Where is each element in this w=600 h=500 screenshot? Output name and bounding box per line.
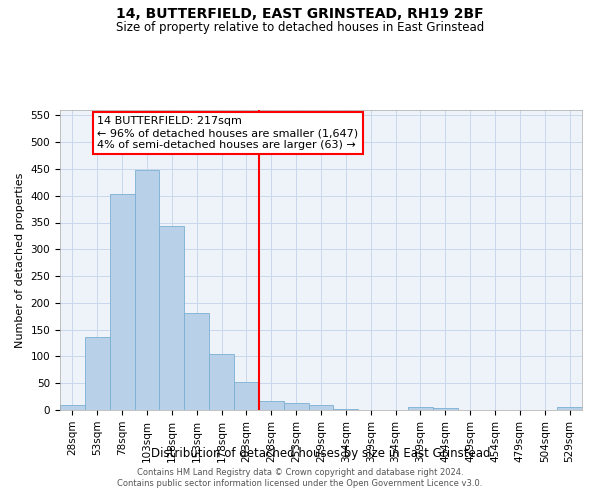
Bar <box>184 313 209 410</box>
Bar <box>85 336 110 410</box>
Bar <box>60 404 85 410</box>
Text: Size of property relative to detached houses in East Grinstead: Size of property relative to detached ho… <box>116 21 484 34</box>
Text: Contains HM Land Registry data © Crown copyright and database right 2024.
Contai: Contains HM Land Registry data © Crown c… <box>118 468 482 487</box>
Text: Distribution of detached houses by size in East Grinstead: Distribution of detached houses by size … <box>151 448 491 460</box>
Bar <box>308 404 334 410</box>
Text: 14 BUTTERFIELD: 217sqm
← 96% of detached houses are smaller (1,647)
4% of semi-d: 14 BUTTERFIELD: 217sqm ← 96% of detached… <box>97 116 358 150</box>
Bar <box>209 354 234 410</box>
Bar <box>234 382 259 410</box>
Bar <box>110 194 134 410</box>
Bar <box>557 408 582 410</box>
Bar <box>259 401 284 410</box>
Text: 14, BUTTERFIELD, EAST GRINSTEAD, RH19 2BF: 14, BUTTERFIELD, EAST GRINSTEAD, RH19 2B… <box>116 8 484 22</box>
Bar <box>433 408 458 410</box>
Bar <box>284 403 308 410</box>
Bar <box>160 226 184 410</box>
Bar <box>408 408 433 410</box>
Bar <box>134 170 160 410</box>
Bar <box>334 409 358 410</box>
Y-axis label: Number of detached properties: Number of detached properties <box>15 172 25 348</box>
